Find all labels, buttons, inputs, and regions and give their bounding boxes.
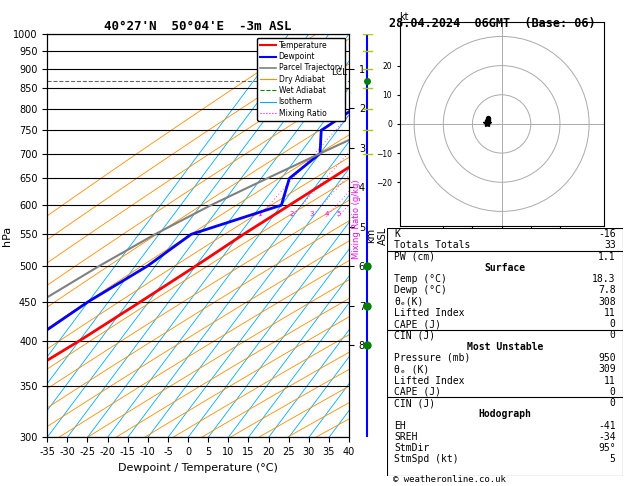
Point — [483, 114, 493, 122]
Text: Temp (°C): Temp (°C) — [394, 274, 447, 284]
Text: 18.3: 18.3 — [592, 274, 616, 284]
Text: Totals Totals: Totals Totals — [394, 240, 470, 250]
Text: PW (cm): PW (cm) — [394, 252, 435, 261]
Text: 11: 11 — [604, 376, 616, 385]
Text: θₑ (K): θₑ (K) — [394, 364, 429, 374]
Text: 2: 2 — [289, 210, 294, 217]
Y-axis label: hPa: hPa — [1, 226, 11, 246]
Text: 950: 950 — [598, 353, 616, 363]
Text: CAPE (J): CAPE (J) — [394, 319, 441, 329]
Text: Pressure (mb): Pressure (mb) — [394, 353, 470, 363]
Text: -41: -41 — [598, 420, 616, 431]
Text: LCL: LCL — [331, 69, 347, 77]
Text: Mixing Ratio (g/kg): Mixing Ratio (g/kg) — [352, 179, 361, 259]
Text: 7.8: 7.8 — [598, 285, 616, 295]
Point — [483, 115, 493, 123]
Text: 4: 4 — [324, 210, 328, 217]
Text: 0: 0 — [610, 330, 616, 341]
Text: Surface: Surface — [484, 263, 525, 273]
Text: 95°: 95° — [598, 443, 616, 453]
Text: 5: 5 — [336, 210, 340, 217]
Text: kt: kt — [399, 12, 409, 22]
Text: CIN (J): CIN (J) — [394, 330, 435, 341]
Text: EH: EH — [394, 420, 406, 431]
Text: CAPE (J): CAPE (J) — [394, 387, 441, 397]
Text: -34: -34 — [598, 432, 616, 442]
Text: 0: 0 — [610, 398, 616, 408]
Text: StmDir: StmDir — [394, 443, 429, 453]
Point — [482, 116, 493, 124]
Text: 3: 3 — [309, 210, 314, 217]
Text: StmSpd (kt): StmSpd (kt) — [394, 454, 459, 465]
Point — [482, 119, 492, 126]
Text: 28.04.2024  06GMT  (Base: 06): 28.04.2024 06GMT (Base: 06) — [389, 17, 595, 30]
Text: 11: 11 — [604, 308, 616, 318]
Text: 309: 309 — [598, 364, 616, 374]
Text: -16: -16 — [598, 229, 616, 239]
Text: θₑ(K): θₑ(K) — [394, 296, 423, 307]
Text: 33: 33 — [604, 240, 616, 250]
Point — [482, 119, 492, 126]
Text: 5: 5 — [610, 454, 616, 465]
Text: 0: 0 — [610, 387, 616, 397]
Point — [482, 118, 493, 125]
Text: Lifted Index: Lifted Index — [394, 308, 464, 318]
Text: Most Unstable: Most Unstable — [467, 342, 543, 352]
Text: Hodograph: Hodograph — [478, 409, 532, 419]
Text: Dewp (°C): Dewp (°C) — [394, 285, 447, 295]
Point — [482, 118, 493, 125]
Title: 40°27'N  50°04'E  -3m ASL: 40°27'N 50°04'E -3m ASL — [104, 20, 292, 33]
Text: 1.1: 1.1 — [598, 252, 616, 261]
Text: Lifted Index: Lifted Index — [394, 376, 464, 385]
Text: 0: 0 — [610, 319, 616, 329]
Text: CIN (J): CIN (J) — [394, 398, 435, 408]
Text: 1: 1 — [257, 210, 261, 217]
Text: © weatheronline.co.uk: © weatheronline.co.uk — [393, 474, 506, 484]
Text: K: K — [394, 229, 400, 239]
Text: 308: 308 — [598, 296, 616, 307]
Y-axis label: km
ASL: km ASL — [367, 226, 388, 245]
Text: SREH: SREH — [394, 432, 418, 442]
Legend: Temperature, Dewpoint, Parcel Trajectory, Dry Adiabat, Wet Adiabat, Isotherm, Mi: Temperature, Dewpoint, Parcel Trajectory… — [257, 38, 345, 121]
X-axis label: Dewpoint / Temperature (°C): Dewpoint / Temperature (°C) — [118, 463, 278, 473]
